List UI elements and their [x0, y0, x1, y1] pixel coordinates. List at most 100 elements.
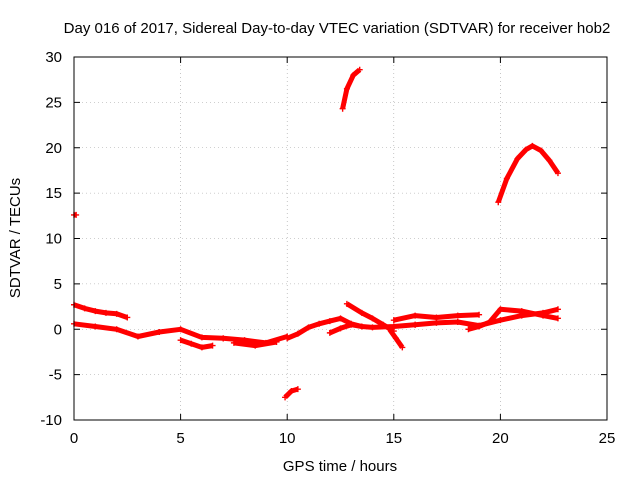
data-point — [537, 147, 544, 154]
x-tick-label: 15 — [385, 430, 402, 447]
data-point — [514, 155, 521, 162]
data-series — [71, 66, 561, 401]
data-point — [392, 335, 399, 342]
x-axis-label: GPS time / hours — [283, 458, 397, 475]
series-trace — [179, 337, 214, 350]
data-point — [522, 146, 529, 153]
data-point — [294, 330, 301, 337]
data-point — [412, 321, 419, 328]
data-point — [339, 105, 346, 112]
data-point — [348, 321, 355, 328]
data-point — [454, 318, 461, 325]
data-point — [518, 308, 525, 315]
plot-frame — [73, 56, 608, 421]
data-point — [380, 321, 387, 328]
series-sat-l — [386, 326, 406, 351]
series-trace — [73, 321, 224, 341]
data-point — [284, 335, 291, 342]
series-trace — [328, 322, 363, 336]
data-point — [220, 335, 227, 342]
data-point — [476, 311, 483, 318]
data-point — [503, 175, 510, 182]
data-point — [343, 300, 350, 307]
data-point — [294, 386, 301, 393]
data-point — [252, 342, 259, 349]
data-point — [554, 306, 561, 313]
x-tick-label: 0 — [70, 430, 78, 447]
data-point — [273, 338, 280, 345]
series-sat-b — [71, 301, 131, 321]
series-sat-m — [390, 311, 483, 324]
y-tick-label: 20 — [45, 140, 62, 157]
data-point — [326, 318, 333, 325]
y-tick-label: -10 — [40, 412, 62, 429]
data-point — [209, 342, 216, 349]
series-sat-p — [495, 142, 561, 206]
data-point — [113, 310, 120, 317]
data-point — [92, 323, 99, 330]
x-tick-label: 25 — [599, 430, 616, 447]
data-point — [356, 66, 363, 73]
series-sat-f — [230, 338, 280, 349]
data-point — [529, 142, 536, 149]
y-tick-label: 10 — [45, 231, 62, 248]
data-point — [358, 309, 365, 316]
series-sat-c — [71, 320, 227, 342]
data-point — [546, 157, 553, 164]
data-point — [134, 333, 141, 340]
data-point — [305, 324, 312, 331]
series-sat-d — [177, 337, 216, 351]
data-point — [177, 326, 184, 333]
data-point — [369, 324, 376, 331]
x-tick-label: 5 — [176, 430, 184, 447]
data-point — [81, 305, 88, 312]
y-tick-label: 15 — [45, 185, 62, 202]
data-point — [282, 394, 289, 401]
series-sat-a — [71, 211, 80, 218]
data-point — [288, 387, 295, 394]
series-sat-g — [282, 386, 301, 401]
data-point — [350, 72, 357, 79]
data-point — [337, 325, 344, 332]
data-point — [497, 306, 504, 313]
series-trace — [340, 67, 362, 110]
data-point — [358, 323, 365, 330]
data-point — [540, 312, 547, 319]
data-point — [497, 317, 504, 324]
series-sat-o — [465, 306, 561, 333]
data-point — [554, 315, 561, 322]
data-point — [198, 334, 205, 341]
data-point — [433, 319, 440, 326]
data-point — [386, 326, 393, 333]
data-point — [337, 315, 344, 322]
data-point — [390, 317, 397, 324]
data-point — [476, 323, 483, 330]
data-point — [177, 337, 184, 344]
grid — [74, 57, 607, 420]
axis-ticks: 0 5 10 15 20 25 -10 -5 0 5 10 15 20 25 30 — [40, 49, 615, 447]
data-point — [399, 344, 406, 351]
data-point — [188, 340, 195, 347]
y-tick-label: 25 — [45, 94, 62, 111]
series-trace — [73, 302, 129, 320]
series-sat-i — [326, 321, 365, 336]
y-tick-label: 0 — [54, 321, 62, 338]
x-tick-label: 20 — [492, 430, 509, 447]
data-point — [156, 328, 163, 335]
data-point — [412, 312, 419, 319]
data-point — [454, 312, 461, 319]
y-tick-label: -5 — [49, 367, 62, 384]
data-point — [92, 308, 99, 315]
y-tick-label: 5 — [54, 276, 62, 293]
x-tick-label: 10 — [279, 430, 296, 447]
data-point — [343, 85, 350, 92]
data-point — [113, 326, 120, 333]
y-axis-label: SDTVAR / TECUs — [7, 178, 24, 298]
data-point — [124, 314, 131, 321]
data-point — [198, 344, 205, 351]
data-point — [433, 314, 440, 321]
data-point — [369, 315, 376, 322]
series-trace — [495, 143, 561, 204]
data-point — [486, 318, 493, 325]
